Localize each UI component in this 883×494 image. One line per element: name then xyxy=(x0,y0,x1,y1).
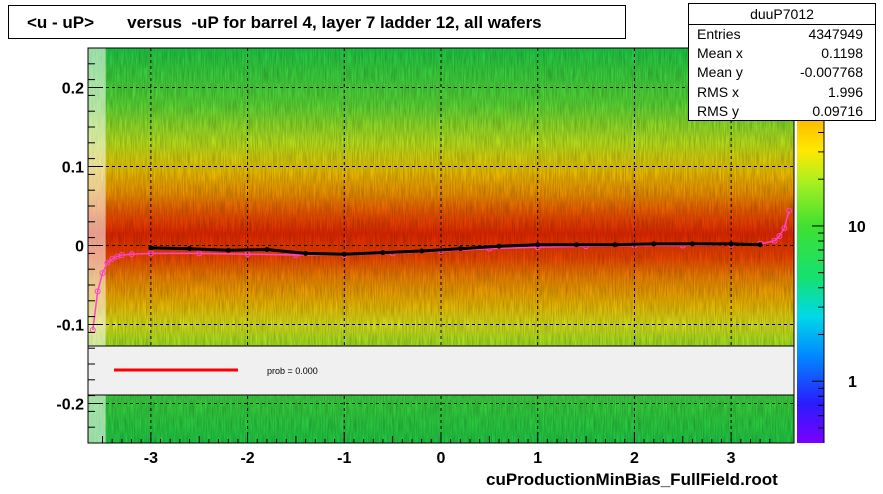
stats-label: RMS y xyxy=(697,103,739,119)
stats-value: 0.1198 xyxy=(821,45,863,61)
x-tick-label: -3 xyxy=(144,450,158,467)
profile-magenta-point xyxy=(118,251,125,258)
profile-black-point xyxy=(496,243,502,249)
x-tick-label: 3 xyxy=(727,450,736,467)
stats-box: duuP7012 Entries 4347949 Mean x 0.1198 Mea… xyxy=(688,3,876,121)
z-tick-label: 10 xyxy=(848,219,866,236)
profile-black-point xyxy=(148,245,154,251)
profile-magenta-point xyxy=(99,270,106,277)
profile-black-point xyxy=(341,251,347,257)
stats-value: 4347949 xyxy=(808,26,863,42)
x-tick-label: 2 xyxy=(630,450,639,467)
y-tick-label: -0.2 xyxy=(56,397,84,414)
profile-magenta-point xyxy=(781,225,788,232)
profile-magenta-point xyxy=(196,250,203,257)
profile-black-point xyxy=(728,241,734,247)
profile-black-point xyxy=(187,246,193,252)
profile-black-point xyxy=(757,242,763,248)
y-tick-label: 0.2 xyxy=(62,81,84,98)
x-tick-label: -2 xyxy=(240,450,254,467)
x-tick-label: 1 xyxy=(533,450,542,467)
profile-magenta-point xyxy=(94,288,101,295)
profile-black-point xyxy=(457,246,463,252)
source-file-label: cuProductionMinBias_FullField.root xyxy=(486,470,778,489)
profile-black-point xyxy=(303,250,309,256)
profile-black-point xyxy=(225,247,231,253)
stats-divider xyxy=(689,24,875,25)
stats-row-mean-y: Mean y -0.007768 xyxy=(697,64,869,81)
stats-value: -0.007768 xyxy=(799,64,863,80)
plot-title: <u - uP> versus -uP for barrel 4, layer … xyxy=(27,13,542,32)
profile-magenta-point xyxy=(771,237,778,244)
profile-magenta-point xyxy=(109,255,116,262)
profile-magenta-point xyxy=(776,233,783,240)
stats-label: Mean x xyxy=(697,45,743,61)
profile-magenta-point xyxy=(244,251,251,258)
z-tick-label: 1 xyxy=(848,374,857,391)
stats-label: Mean y xyxy=(697,64,743,80)
profile-black-point xyxy=(535,242,541,248)
x-tick-label: 0 xyxy=(437,450,446,467)
stats-histogram-name: duuP7012 xyxy=(750,6,814,22)
stats-label: RMS x xyxy=(697,84,739,100)
profile-black-point xyxy=(380,250,386,256)
profile-black-point xyxy=(651,241,657,247)
y-tick-label: 0.1 xyxy=(62,160,84,177)
y-tick-label: 0 xyxy=(75,239,84,256)
profile-black-point xyxy=(419,248,425,254)
x-tick-label: -1 xyxy=(337,450,351,467)
profile-magenta-point xyxy=(786,207,793,214)
profile-magenta-point xyxy=(128,251,135,258)
fit-legend-label: prob = 0.000 xyxy=(267,366,318,376)
stats-value: 1.996 xyxy=(827,84,863,100)
stats-label: Entries xyxy=(697,26,741,42)
profile-magenta-point xyxy=(147,250,154,257)
stats-row-mean-x: Mean x 0.1198 xyxy=(697,45,869,62)
stats-row-entries: Entries 4347949 xyxy=(697,26,869,43)
stats-value: 0.09716 xyxy=(812,103,863,119)
profile-black-point xyxy=(264,246,270,252)
title-box: <u - uP> versus -uP for barrel 4, layer … xyxy=(8,5,626,39)
stats-row-rms-y: RMS y 0.09716 xyxy=(697,103,869,120)
axes: -3 -2 -1 0 1 2 3 -0.2 -0.1 0 0.1 0.2 xyxy=(56,47,771,467)
profile-black-point xyxy=(689,241,695,247)
profile-magenta-point xyxy=(104,259,111,266)
profile-black-point xyxy=(612,242,618,248)
profile-markers xyxy=(89,207,793,334)
profile-black-point xyxy=(573,242,579,248)
stats-row-rms-x: RMS x 1.996 xyxy=(697,84,869,101)
y-tick-label: -0.1 xyxy=(56,318,84,335)
